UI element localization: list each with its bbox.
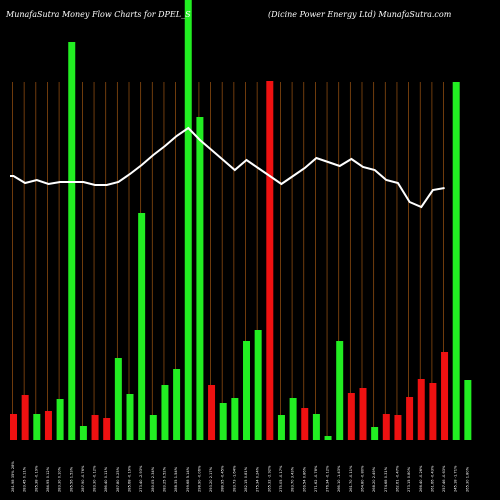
x-tick-label: 273.15 0.80% xyxy=(407,466,411,492)
x-tick-label: 271.62 -0.78% xyxy=(314,465,318,492)
x-tick-label: 282.15 0.81% xyxy=(244,466,248,492)
x-tick-label: 275.34 0.24% xyxy=(256,466,260,492)
flow-bar xyxy=(149,415,157,440)
header-right-title: (Dicine Power Energy Ltd) MunafaSutra.co… xyxy=(268,10,452,19)
x-tick-label: 264.80 -0.80% xyxy=(361,465,365,492)
flow-bar xyxy=(33,414,41,440)
flow-bar xyxy=(231,398,239,440)
flow-bar xyxy=(312,414,320,440)
x-tick-label: 261.70 -0.11% xyxy=(349,465,353,492)
flow-bar xyxy=(336,341,344,440)
flow-bar xyxy=(243,341,250,440)
flow-bar xyxy=(10,414,17,440)
flow-bar xyxy=(266,81,274,440)
x-tick-label: 257.46 -0.63% xyxy=(442,465,446,492)
x-tick-label: 285.68 -0.19% xyxy=(128,465,132,492)
flow-bar xyxy=(464,380,472,440)
x-tick-label: 276.34 -0.12% xyxy=(326,465,330,492)
x-tick-label: 283.30 0.10% xyxy=(58,466,62,492)
price-line xyxy=(10,126,445,209)
x-tick-label: 280.05 2.34% xyxy=(151,466,155,492)
flow-bar xyxy=(173,369,181,440)
x-tick-label: 288.35 1.54% xyxy=(174,466,178,492)
flow-bar xyxy=(324,436,332,440)
x-tick-label: 265.30 1.80% xyxy=(465,466,469,492)
x-tick-label: 266.10 -1.43% xyxy=(337,465,341,492)
flow-bar xyxy=(441,352,449,440)
x-tick-label: 275.05 -0.17% xyxy=(279,465,283,492)
flow-bar xyxy=(21,395,29,440)
flow-bar xyxy=(359,388,367,440)
x-tick-label: 261.66 -0.43% xyxy=(430,465,434,492)
x-tick-label: 298.90 -0.06% xyxy=(197,465,201,492)
x-tick-label: 299.68 5.14% xyxy=(186,466,190,492)
flow-bar xyxy=(254,330,262,440)
flow-bar xyxy=(208,385,216,440)
flow-bar xyxy=(161,385,169,440)
x-tick-label: 283.73 -1.64% xyxy=(232,465,236,492)
x-tick-label: 283.25 0.52% xyxy=(162,466,166,492)
flow-bar xyxy=(406,397,414,440)
x-tick-labels: 281.98 35% 28% 283.45 0.11% 285.38 -0.19% 2… xyxy=(11,461,469,492)
flow-bar xyxy=(371,427,379,440)
x-tick-label: 266.40 -0.26% xyxy=(419,465,423,492)
x-tick-label: 293.20 2.17% xyxy=(209,466,213,492)
flow-bar xyxy=(417,379,425,440)
flow-bar xyxy=(56,399,64,440)
flow-bar xyxy=(277,415,285,440)
x-tick-label: 287.90 -0.76% xyxy=(81,465,85,492)
flow-bar xyxy=(103,418,111,440)
flow-bar xyxy=(219,403,227,440)
flow-bar xyxy=(347,393,355,440)
flow-bar xyxy=(394,415,402,440)
flow-bar xyxy=(184,0,192,440)
flow-bar xyxy=(44,411,52,440)
flow-bar xyxy=(301,408,309,440)
flow-bar xyxy=(452,82,460,440)
x-tick-label: 269.54 0.86% xyxy=(302,466,306,492)
x-tick-label: 274.68 0.31% xyxy=(384,466,388,492)
x-tick-label: 286.40 0.11% xyxy=(104,466,108,492)
flow-bar xyxy=(429,383,437,440)
flow-bar xyxy=(289,398,297,440)
x-tick-label: 285.56 1.53% xyxy=(69,466,73,492)
flow-bar xyxy=(79,426,87,440)
x-tick-label: 283.30 -0.12% xyxy=(93,465,97,492)
x-tick-label: 281.98 35% 28% xyxy=(11,461,15,492)
flow-bar xyxy=(196,117,204,440)
x-tick-label: 284.95 0.12% xyxy=(46,466,50,492)
flow-bar xyxy=(114,358,122,440)
x-tick-label: 287.80 0.25% xyxy=(116,466,120,492)
flow-bar xyxy=(91,415,99,440)
x-tick-label: 283.70 3.43% xyxy=(291,466,295,492)
flow-bar xyxy=(126,394,134,440)
header-left-title: MunafaSutra Money Flow Charts for DPEL_S xyxy=(6,10,191,19)
x-tick-label: 288.95 -0.45% xyxy=(221,465,225,492)
x-tick-label: 262.61 -0.47% xyxy=(395,465,399,492)
grid-lines xyxy=(12,82,456,440)
x-tick-label: 245.18 -1.71% xyxy=(454,465,458,492)
x-tick-label: 285.38 -0.19% xyxy=(34,465,38,492)
x-tick-label: 273.40 -2.93% xyxy=(139,465,143,492)
flow-bar xyxy=(382,414,390,440)
x-tick-label: 268.20 2.49% xyxy=(372,466,376,492)
flow-bar xyxy=(138,213,146,440)
bars xyxy=(10,0,472,440)
x-tick-label: 283.45 0.11% xyxy=(23,466,27,492)
x-tick-label: 265.32 -2.92% xyxy=(267,465,271,492)
flow-bar xyxy=(68,42,76,440)
